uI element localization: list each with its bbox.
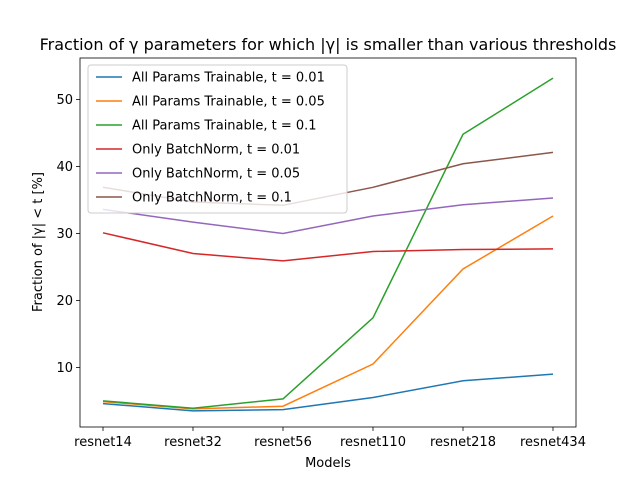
legend-label: All Params Trainable, t = 0.05 xyxy=(132,95,325,110)
legend-label: Only BatchNorm, t = 0.1 xyxy=(132,191,292,206)
y-tick-label: 50 xyxy=(56,93,73,108)
x-tick-label: resnet434 xyxy=(520,435,586,450)
y-tick-label: 30 xyxy=(56,227,73,242)
y-tick-label: 10 xyxy=(56,361,73,376)
x-tick-label: resnet56 xyxy=(254,435,312,450)
y-tick-label: 20 xyxy=(56,294,73,309)
x-axis: resnet14 resnet32 resnet56 resnet110 resnet2… xyxy=(74,427,586,450)
y-tick-label: 40 xyxy=(56,160,73,175)
legend-label: Only BatchNorm, t = 0.05 xyxy=(132,167,300,182)
legend-label: All Params Trainable, t = 0.1 xyxy=(132,119,317,134)
y-axis: 10 20 30 40 50 xyxy=(56,93,80,376)
plot-frame xyxy=(79,57,577,428)
series-line-0 xyxy=(102,373,554,412)
legend-box xyxy=(87,64,348,214)
x-tick-label: resnet218 xyxy=(430,435,496,450)
x-axis-label: Models xyxy=(305,456,351,471)
series-line-1 xyxy=(102,215,554,410)
series-line-3 xyxy=(102,232,554,262)
chart-title: Fraction of γ parameters for which |γ| i… xyxy=(40,35,617,54)
y-axis-label: Fraction of |γ| < t [%] xyxy=(31,172,46,312)
series-line-4 xyxy=(102,197,554,235)
x-tick-label: resnet110 xyxy=(340,435,406,450)
legend-label: All Params Trainable, t = 0.01 xyxy=(132,71,325,86)
x-tick-label: resnet32 xyxy=(164,435,222,450)
x-tick-label: resnet14 xyxy=(74,435,132,450)
legend-label: Only BatchNorm, t = 0.01 xyxy=(132,143,300,158)
series-line-2 xyxy=(102,77,554,409)
legend: All Params Trainable, t = 0.01 All Params… xyxy=(87,64,348,214)
